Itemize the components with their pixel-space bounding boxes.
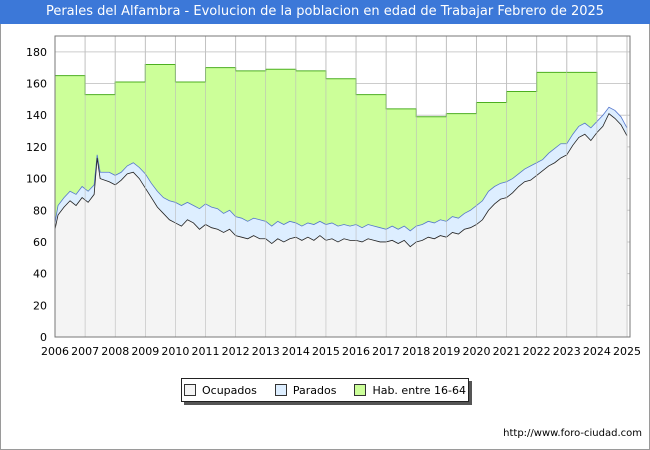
legend-label-hab: Hab. entre 16-64: [372, 383, 466, 397]
legend-label-ocupados: Ocupados: [201, 383, 257, 397]
legend-swatch-parados: [274, 384, 287, 396]
legend-swatch-ocupados: [183, 384, 196, 396]
y-tick-label: 80: [33, 204, 47, 217]
x-tick-label: 2017: [372, 345, 400, 358]
plot-border: [54, 35, 631, 338]
x-tick-label: 2011: [192, 345, 220, 358]
legend-label-parados: Parados: [292, 383, 337, 397]
y-tick-label: 120: [26, 141, 47, 154]
footer-url[interactable]: http://www.foro-ciudad.com: [503, 428, 642, 439]
legend-item-ocupados: Ocupados: [183, 383, 257, 397]
x-tick-label: 2012: [222, 345, 250, 358]
chart-title: Perales del Alfambra - Evolucion de la p…: [0, 0, 650, 24]
x-tick-label: 2023: [553, 345, 581, 358]
y-tick-label: 20: [33, 299, 47, 312]
x-tick-label: 2021: [493, 345, 521, 358]
x-tick-label: 2008: [101, 345, 129, 358]
legend-item-parados: Parados: [274, 383, 337, 397]
x-tick-label: 2020: [462, 345, 490, 358]
x-tick-label: 2025: [613, 345, 641, 358]
series-area-ocupados: [55, 113, 627, 337]
y-tick-label: 60: [33, 236, 47, 249]
x-tick-label: 2015: [312, 345, 340, 358]
x-tick-label: 2024: [583, 345, 611, 358]
y-tick-label: 0: [40, 331, 47, 344]
x-tick-label: 2013: [252, 345, 280, 358]
y-tick-label: 100: [26, 173, 47, 186]
y-tick-label: 140: [26, 109, 47, 122]
x-tick-label: 2016: [342, 345, 370, 358]
x-tick-label: 2007: [71, 345, 99, 358]
chart-legend: Ocupados Parados Hab. entre 16-64: [181, 378, 469, 402]
x-tick-label: 2006: [41, 345, 69, 358]
legend-item-hab: Hab. entre 16-64: [354, 384, 466, 397]
x-tick-label: 2014: [282, 345, 310, 358]
x-tick-label: 2018: [402, 345, 430, 358]
y-tick-label: 180: [26, 46, 47, 59]
y-tick-label: 160: [26, 78, 47, 91]
x-tick-label: 2019: [432, 345, 460, 358]
x-tick-label: 2010: [161, 345, 189, 358]
y-tick-label: 40: [33, 268, 47, 281]
legend-swatch-hab: [354, 384, 367, 396]
x-tick-label: 2009: [131, 345, 159, 358]
x-tick-label: 2022: [523, 345, 551, 358]
